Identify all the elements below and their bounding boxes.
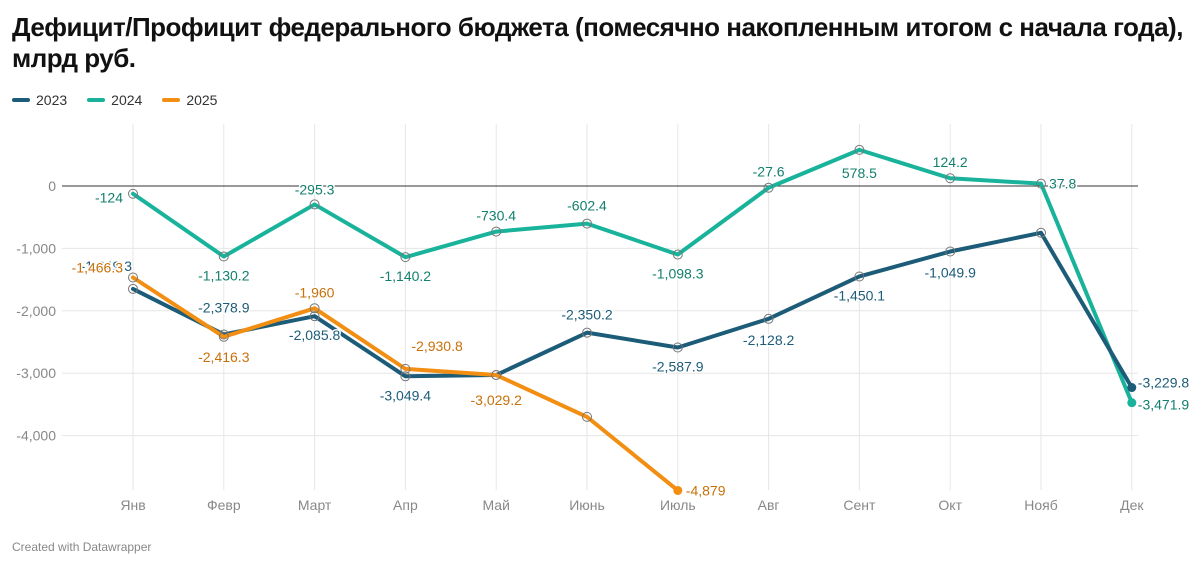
data-labels-2023: -1,649.3 -2,378.9 -2,085.8 -3,049.4 -2,350.2… [79,256,1191,404]
data-point [400,363,411,374]
data-point [1127,383,1137,393]
data-label: -2,587.9 [652,358,704,374]
x-tick-label: Июль [660,497,696,513]
data-label: -1,140.2 [380,268,432,284]
x-tick-label: Апр [393,497,418,513]
data-point [1036,178,1046,189]
x-tick-label: Июнь [569,497,605,513]
y-tick-label: -1,000 [16,240,56,256]
data-point [672,342,683,353]
data-label: -3,029.2 [471,392,523,408]
data-labels-2024: -124 -1,130.2 -295.3 -1,140.2 -730.4 -602.4 -1… [93,153,1190,414]
data-label: -730.4 [476,208,516,224]
data-label: 578.5 [842,165,877,181]
data-point [945,246,956,257]
data-label: -2,416.3 [198,349,250,365]
data-point [763,313,774,324]
x-axis: Янв Февр Март Апр Май Июнь Июль Авг Сент Окт Нояб Д… [120,497,1144,513]
legend-label-2025: 2025 [186,92,218,108]
data-label: -3,471.9 [1138,397,1190,413]
data-point [582,327,592,338]
data-point [582,411,592,422]
data-point [128,272,138,283]
data-label: -2,128.2 [743,332,795,348]
x-tick-label: Март [298,497,332,513]
data-label: -2,378.9 [198,299,250,315]
data-label: -2,930.8 [411,338,463,354]
x-tick-label: Дек [1120,497,1144,513]
data-label: -2,350.2 [561,307,613,323]
legend-item-2025: 2025 [162,92,217,108]
chart-title: Дефицит/Профицит федерального бюджета (п… [12,12,1183,73]
data-point [1036,227,1046,238]
series-line-2024 [131,147,1134,405]
data-label: -1,049.9 [925,265,977,281]
data-point [854,271,865,282]
y-tick-label: -4,000 [16,428,56,444]
x-tick-label: Сент [843,497,876,513]
data-label: -124 [95,190,123,206]
legend: 2023 2024 2025 [12,92,217,108]
x-tick-label: Май [482,497,509,513]
series-line-2023 [131,230,1134,390]
data-point [945,173,956,184]
legend-item-2023: 2023 [12,92,67,108]
data-label: 37.8 [1049,176,1076,192]
data-point [309,303,320,314]
data-label: -3,049.4 [380,387,432,403]
series-2023 [128,227,1137,393]
data-point [309,311,320,322]
data-point [1127,398,1137,408]
data-label: -4,879 [686,482,726,498]
data-point [854,144,865,155]
data-point [309,199,320,210]
x-tick-label: Февр [207,497,241,513]
data-labels-2025: -1,466.3 -2,416.3 -1,960 -2,930.8 -3,029.2 -4… [70,258,727,500]
y-tick-label: -3,000 [16,365,56,381]
data-point [763,182,774,193]
data-point [218,331,229,342]
data-point [673,485,683,495]
data-label: -1,130.2 [198,268,250,284]
legend-item-2024: 2024 [87,92,142,108]
data-label: 124.2 [933,154,968,170]
data-label: -1,098.3 [652,266,704,282]
y-tick-label: 0 [48,178,56,194]
data-label: -2,085.8 [289,327,341,343]
x-tick-label: Янв [120,497,145,513]
data-point [582,218,592,229]
y-tick-label: -2,000 [16,303,56,319]
legend-label-2024: 2024 [111,92,143,108]
data-point [491,226,502,237]
series-2025 [128,272,683,495]
data-point [128,188,138,199]
data-label: -602.4 [567,198,607,214]
data-label: -1,960 [295,284,335,300]
legend-swatch-2023 [12,98,30,102]
data-label: -1,450.1 [834,287,886,303]
data-label: -1,649.3 [81,258,133,274]
data-point [400,252,411,263]
data-label: -1,466.3 [72,259,124,275]
legend-swatch-2025 [162,98,181,102]
series-line-2025 [131,275,680,493]
data-label: -295.3 [295,181,335,197]
x-tick-label: Окт [938,497,962,513]
data-point [491,370,502,381]
series-2024 [128,144,1137,408]
data-point [218,251,229,262]
footer-credit: Created with Datawrapper [12,540,152,554]
x-tick-label: Нояб [1024,497,1058,513]
legend-label-2023: 2023 [36,92,68,108]
data-point [128,283,138,294]
legend-swatch-2024 [87,98,106,102]
data-label: -27.6 [753,164,785,180]
data-label: -3,229.8 [1138,375,1190,391]
data-point [400,371,411,382]
x-tick-label: Авг [758,497,780,513]
data-point [672,249,683,260]
